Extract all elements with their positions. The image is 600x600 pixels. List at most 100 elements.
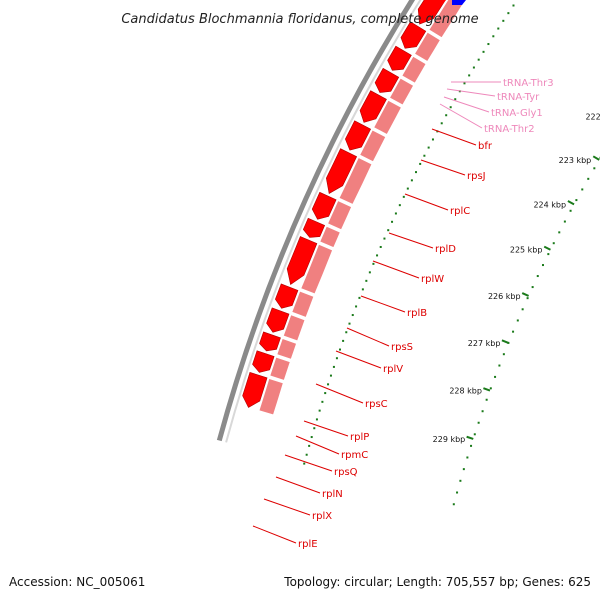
- kbp-label: 227 kbp: [468, 339, 501, 348]
- tick-dot: [575, 199, 578, 202]
- tick-dot: [335, 357, 338, 360]
- gene-leader-line: [420, 159, 466, 176]
- tick-dot: [308, 444, 311, 447]
- backbone-highlight: [225, 0, 422, 443]
- kbp-label: 225 kbp: [510, 246, 543, 255]
- tick-dot: [338, 348, 341, 351]
- tick-dot: [472, 66, 475, 69]
- tick-dot: [310, 436, 313, 439]
- cds-arrow: [286, 236, 318, 286]
- tick-dot: [391, 220, 394, 223]
- gene-leader-line: [431, 128, 477, 146]
- tick-dot: [445, 114, 448, 117]
- tick-dot: [463, 82, 466, 85]
- gene-label-rplW: rplW: [421, 274, 444, 285]
- tick-dot: [494, 375, 497, 378]
- cds-arrow: [242, 371, 268, 408]
- tick-dot: [440, 122, 443, 125]
- tick-dot: [492, 35, 495, 38]
- cds-shadow-block: [282, 314, 306, 342]
- tick-dot: [376, 254, 379, 257]
- tick-dot: [593, 167, 596, 170]
- gene-leader-line: [335, 350, 382, 369]
- tick-dot: [459, 479, 462, 482]
- cds-shadow-block: [373, 99, 402, 135]
- tick-dot: [358, 296, 361, 299]
- tick-dot: [456, 491, 459, 494]
- tick-dot: [452, 503, 455, 506]
- cds-shadow-block: [389, 77, 415, 106]
- tick-dot: [398, 204, 401, 207]
- gene-label-bfr: bfr: [478, 141, 493, 152]
- tick-dot: [526, 297, 529, 300]
- tick-dot: [512, 4, 515, 7]
- cds-shadow-block: [300, 243, 334, 295]
- gene-label-rpsC: rpsC: [365, 399, 388, 410]
- tick-dot: [497, 27, 500, 30]
- gene-label-rpmC: rpmC: [341, 450, 368, 461]
- inner-tick-dots: [303, 4, 515, 465]
- cds-arrow: [275, 283, 299, 309]
- tick-dot: [318, 409, 321, 412]
- tick-dot: [372, 262, 375, 265]
- tick-dot: [541, 264, 544, 267]
- gene-leader-line: [346, 327, 390, 347]
- gene-label-rplX: rplX: [312, 511, 332, 522]
- tick-dot: [502, 353, 505, 356]
- cds-shadow-block: [291, 290, 315, 318]
- red-feature-top: [433, 0, 446, 5]
- tick-dot: [415, 171, 418, 174]
- tick-dot: [466, 456, 469, 459]
- tick-dot: [558, 231, 561, 234]
- cds-shadow-block: [327, 200, 353, 231]
- gene-leader-line: [404, 193, 449, 211]
- tick-dot: [536, 275, 539, 278]
- tick-dot: [569, 209, 572, 212]
- tick-dot: [327, 383, 330, 386]
- tick-dot: [507, 12, 510, 15]
- tick-dot: [516, 319, 519, 322]
- kbp-tick: [567, 200, 575, 206]
- tick-dot: [477, 421, 480, 424]
- cds-shadow-block: [319, 225, 341, 249]
- gene-leader-line: [263, 498, 311, 516]
- tick-dot: [406, 187, 409, 190]
- gene-label-rplE: rplE: [298, 539, 318, 550]
- blue-feature: [452, 0, 466, 5]
- tick-dot: [329, 374, 332, 377]
- kbp-tick: [483, 387, 491, 392]
- cds-shadow-block: [413, 31, 441, 63]
- tick-dot: [423, 154, 426, 157]
- tick-dot: [313, 427, 316, 430]
- tick-dot: [431, 138, 434, 141]
- topology-text: Topology: circular; Length: 705,557 bp; …: [283, 575, 591, 589]
- kbp-label: 226 kbp: [488, 292, 521, 301]
- gene-label-tRNA-Thr3: tRNA-Thr3: [503, 78, 554, 89]
- kbp-tick: [466, 435, 474, 440]
- tick-dot: [512, 330, 515, 333]
- cds-shadow-block: [359, 129, 387, 163]
- kbp-tick: [592, 155, 600, 161]
- gene-leader-line: [446, 88, 496, 97]
- tick-dot: [477, 58, 480, 61]
- gene-leader-line: [303, 420, 349, 437]
- gene-label-rplC: rplC: [450, 206, 470, 217]
- gene-leader-line: [295, 435, 340, 455]
- outer-tick-dots: [452, 156, 600, 506]
- tick-dot: [303, 462, 306, 465]
- tick-dot: [394, 212, 397, 215]
- tick-dot: [410, 179, 413, 182]
- tick-dot: [473, 433, 476, 436]
- cds-shadow-block: [401, 55, 427, 84]
- tick-dot: [482, 50, 485, 53]
- gene-leader-line: [284, 454, 333, 472]
- tick-dot: [368, 271, 371, 274]
- cds-arrow: [252, 350, 275, 373]
- kbp-label: 229 kbp: [433, 435, 466, 444]
- tick-dot: [383, 237, 386, 240]
- gene-label-rpsS: rpsS: [391, 342, 413, 353]
- tick-dot: [587, 177, 590, 180]
- tick-dot: [489, 387, 492, 390]
- gene-label-rpsJ: rpsJ: [467, 171, 486, 182]
